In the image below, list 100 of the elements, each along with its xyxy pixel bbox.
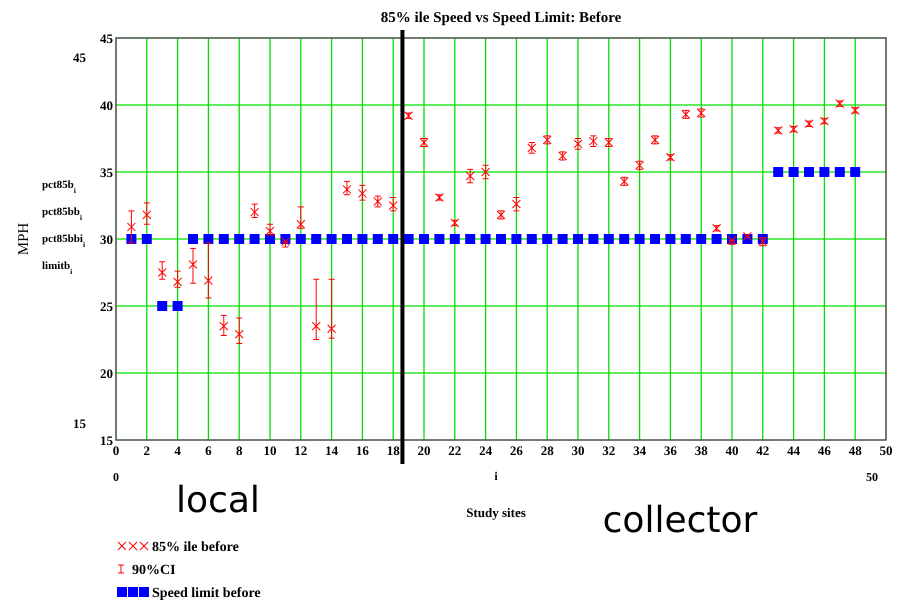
point: [634, 234, 645, 244]
x-tick-label: 14: [325, 443, 339, 458]
point: [388, 234, 398, 244]
point: [480, 234, 491, 244]
point: [173, 277, 182, 286]
point: [496, 234, 506, 244]
legend-label: Speed limit before: [152, 586, 261, 601]
x-tick-label: 50: [880, 443, 892, 458]
y-tick-label: 45: [100, 31, 114, 46]
x-tick-label: 4: [174, 443, 182, 458]
point: [142, 210, 152, 220]
point: [280, 237, 290, 246]
point: [126, 222, 136, 232]
point: [372, 234, 383, 244]
text: 45: [73, 50, 86, 65]
point: [742, 232, 752, 241]
text: pct85bb$_{i}$: [42, 206, 83, 222]
point: [680, 234, 691, 244]
x-tick-label: 26: [510, 443, 524, 458]
chart-title: 85% ile Speed vs Speed Limit: Before: [380, 10, 622, 26]
point: [219, 322, 228, 331]
x-tick-label: 10: [264, 443, 276, 458]
point: [234, 234, 244, 244]
point: [465, 234, 476, 244]
point: [588, 234, 598, 244]
text: 90%CI: [132, 563, 176, 578]
x-axis-title: Study sites: [466, 505, 526, 520]
x-tick-label: 44: [787, 443, 801, 458]
legend-label: 85% ile before: [152, 540, 239, 555]
x-tick-label: 24: [479, 443, 493, 458]
text: 50: [866, 470, 878, 484]
point: [773, 167, 784, 177]
point: [558, 234, 568, 244]
point: [265, 234, 275, 244]
x-tick-label: 22: [448, 443, 462, 458]
text: pct85bbi$_{i}$: [42, 233, 86, 248]
x-tick-label: 40: [726, 443, 738, 458]
point: [804, 167, 814, 177]
point: [157, 301, 168, 311]
x-tick-label: 30: [572, 443, 584, 458]
point: [158, 268, 167, 277]
y-tick-label: 25: [100, 299, 114, 314]
x-tick-label: 36: [664, 443, 678, 458]
x-tick-label: 2: [144, 443, 150, 458]
point: [604, 234, 614, 244]
x-tick-label: 38: [694, 443, 708, 458]
x-tick-label: 16: [356, 443, 370, 458]
text: i: [494, 469, 498, 483]
point: [388, 201, 398, 210]
point: [358, 188, 367, 198]
point: [404, 234, 414, 244]
point: [218, 234, 229, 244]
y-tick-label: 15: [100, 433, 114, 448]
x-tick-label: 48: [848, 443, 862, 458]
point: [619, 234, 630, 244]
x-tick-label: 0: [112, 443, 120, 458]
point: [311, 234, 322, 244]
point: [342, 184, 352, 194]
point: [450, 234, 460, 244]
point: [512, 200, 521, 209]
y-tick-label: 30: [100, 232, 113, 247]
y-tick-label: 40: [100, 98, 113, 113]
x-tick-label: 42: [756, 443, 770, 458]
y-tick-label: 35: [100, 165, 114, 180]
x-tick-label: 32: [602, 443, 616, 458]
y-axis-title: MPH: [16, 222, 32, 256]
point: [650, 234, 660, 244]
x-tick-label: 20: [418, 443, 430, 458]
point: [357, 234, 368, 244]
point: [342, 234, 352, 244]
point: [481, 168, 490, 176]
point: [788, 167, 799, 177]
point: [665, 234, 676, 244]
point: [327, 324, 336, 334]
point: [434, 234, 444, 244]
point: [466, 172, 475, 181]
y-tick-label: 20: [100, 366, 113, 381]
point: [850, 167, 860, 177]
point: [573, 234, 583, 244]
x-tick-label: 6: [205, 443, 212, 458]
point: [234, 330, 244, 339]
point: [419, 234, 429, 244]
point: [296, 234, 306, 244]
text: local: [176, 480, 260, 521]
x-tick-label: 34: [633, 443, 647, 458]
point: [250, 208, 260, 217]
text: 15: [73, 416, 86, 431]
point: [188, 260, 198, 269]
text: collector: [602, 500, 758, 541]
point: [250, 234, 260, 244]
x-tick-label: 28: [540, 443, 554, 458]
point: [511, 234, 522, 244]
text: limitb$_{i}$: [42, 260, 74, 276]
point: [712, 234, 722, 244]
x-tick-label: 46: [818, 443, 832, 458]
x-tick-label: 18: [386, 443, 400, 458]
point: [819, 167, 830, 177]
point: [696, 234, 706, 244]
point: [203, 234, 214, 244]
point: [296, 220, 306, 229]
